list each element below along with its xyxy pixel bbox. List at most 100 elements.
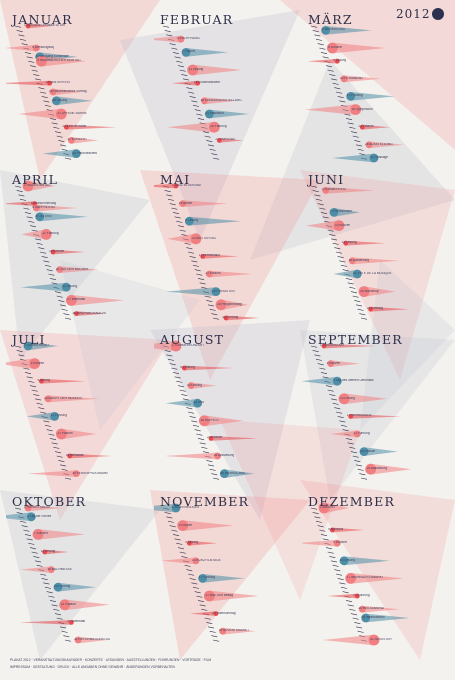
event-dot <box>177 520 189 531</box>
event-comet-tail <box>58 582 96 592</box>
event-dot <box>322 187 330 194</box>
event-comet-tail <box>154 340 176 352</box>
month-title: JUNI <box>308 172 345 187</box>
event-entry: 13 Lesung <box>340 396 355 400</box>
event-comet-tail <box>204 415 244 427</box>
day-tick <box>184 564 191 567</box>
day-tick <box>43 100 50 103</box>
day-tick <box>48 273 55 276</box>
day-tick <box>29 547 37 550</box>
event-comet-tail <box>345 240 386 246</box>
day-tick <box>334 87 341 90</box>
day-tick <box>322 538 329 541</box>
day-tick <box>197 600 205 602</box>
day-tick <box>352 135 359 138</box>
event-comet-tail <box>191 382 216 389</box>
event-comet-tail <box>202 254 239 259</box>
event-dot <box>338 393 350 405</box>
event-entry: 3 Tag der Einheit <box>27 514 52 518</box>
event-dot <box>358 286 370 297</box>
event-dot <box>53 582 63 592</box>
event-comet-tail <box>209 270 253 278</box>
day-tick <box>207 144 215 147</box>
event-comet-tail <box>20 282 67 292</box>
event-dot <box>329 527 335 533</box>
day-tick <box>186 247 193 250</box>
day-tick <box>169 43 176 46</box>
event-comet-tail <box>66 124 117 130</box>
day-tick <box>319 529 326 532</box>
day-tick <box>23 207 30 210</box>
day-tick <box>44 264 52 267</box>
event-comet-tail <box>362 124 391 130</box>
event-comet-tail <box>53 88 82 96</box>
day-tick <box>44 104 52 107</box>
bg-triangle <box>220 420 360 600</box>
day-tick <box>36 242 43 245</box>
event-entry: 18 Lesung <box>52 98 68 102</box>
day-tick <box>43 420 50 423</box>
day-tick <box>187 251 195 254</box>
month-cell: MÄRZ 2 WERKSCHAU 6 Konzert 9 Lesung 13 FILMA… <box>302 8 450 172</box>
event-comet-tail <box>327 593 358 599</box>
month-title: MÄRZ <box>308 12 353 27</box>
day-tick <box>164 512 171 514</box>
day-tick <box>347 282 354 285</box>
day-tick <box>187 573 195 576</box>
event-dot <box>23 341 33 351</box>
event-entry: 19 Führung <box>54 585 71 589</box>
day-tick <box>207 304 215 307</box>
event-entry: 5 Konzert <box>178 523 193 527</box>
event-dot <box>68 620 74 625</box>
event-entry: 6 Nikolaus <box>328 528 344 531</box>
day-tick <box>186 569 193 572</box>
month-title: FEBRUAR <box>160 12 234 27</box>
day-tick <box>337 256 344 258</box>
event-dot <box>72 470 80 477</box>
day-tick <box>171 367 178 370</box>
day-tick <box>334 247 341 250</box>
bg-triangle <box>0 330 170 520</box>
day-tick <box>207 626 215 629</box>
day-tick <box>26 376 33 379</box>
event-entry: 1 SAISONSTART <box>320 344 345 347</box>
month-cell: SEPTEMBER 1 SAISONSTART 5 Konzert 9 Tag des… <box>302 328 450 492</box>
event-comet-tail <box>6 80 50 86</box>
day-tick <box>317 363 324 366</box>
day-tick <box>54 613 62 616</box>
bg-triangle <box>150 490 310 660</box>
event-comet-tail <box>161 557 196 565</box>
day-tick <box>357 308 364 311</box>
event-dot <box>67 453 73 459</box>
day-tick <box>319 367 326 370</box>
event-entry: 9 Lesung <box>333 59 347 63</box>
event-dot <box>55 108 67 120</box>
day-tick <box>352 617 359 620</box>
day-tick <box>330 560 338 563</box>
day-tick <box>167 520 175 523</box>
day-tick <box>61 630 68 633</box>
month-timeline <box>154 25 250 160</box>
day-tick <box>192 586 200 589</box>
day-tick <box>24 372 32 374</box>
event-entry: 6 Dreikönigstag <box>32 46 55 49</box>
day-tick <box>332 564 339 567</box>
day-tick <box>325 65 333 68</box>
day-tick <box>202 131 210 134</box>
day-tick <box>332 82 339 85</box>
event-comet-tail <box>21 229 47 240</box>
event-entry: 9 Lesung <box>37 379 51 383</box>
bg-triangle <box>0 0 160 180</box>
day-tick <box>39 573 47 576</box>
day-tick <box>204 617 211 620</box>
event-dot <box>358 605 366 613</box>
day-tick <box>334 569 341 572</box>
event-dot <box>195 80 201 86</box>
event-comet-tail <box>48 395 99 403</box>
day-tick <box>191 420 198 423</box>
event-entry: 21 OFFENE BÜHNE <box>57 112 87 115</box>
event-entry: 5 Gründonnerstag <box>30 201 57 205</box>
day-tick <box>51 122 58 125</box>
day-tick <box>177 385 185 388</box>
